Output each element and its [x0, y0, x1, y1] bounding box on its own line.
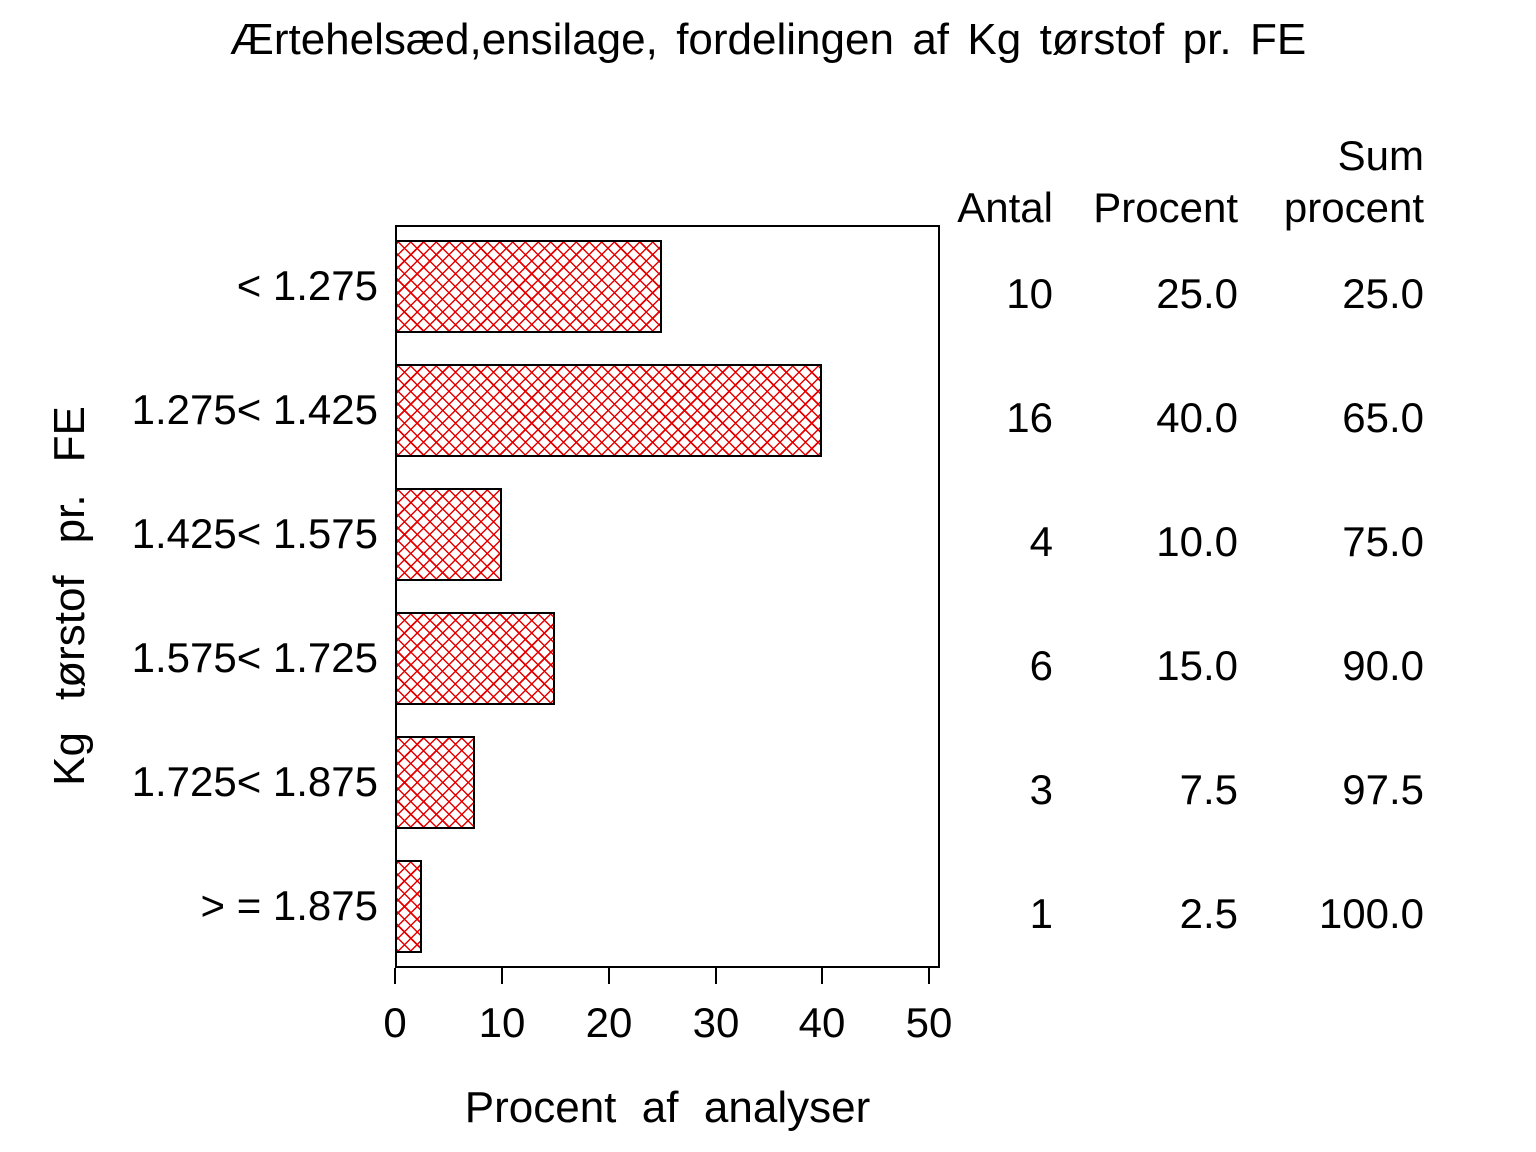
- y-category-label: 1.725< 1.875: [131, 758, 378, 805]
- y-category-label: 1.575< 1.725: [131, 634, 378, 681]
- x-axis-tick: [394, 968, 396, 984]
- bar: [395, 488, 502, 581]
- bar: [395, 364, 822, 457]
- chart-title: Ærtehelsæd,ensilage, fordelingen af Kg t…: [229, 15, 1307, 64]
- x-tick-label: 10: [478, 999, 526, 1046]
- table-cell: 25.0: [1156, 270, 1238, 317]
- x-axis-tick: [501, 968, 503, 984]
- table-cell: 1: [1029, 890, 1053, 937]
- table-cell: 75.0: [1342, 518, 1424, 565]
- table-cell: 10.0: [1156, 518, 1238, 565]
- x-axis-tick: [715, 968, 717, 984]
- x-tick-label: 40: [798, 999, 846, 1046]
- table-cell: 7.5: [1179, 766, 1238, 813]
- table-header-sum-line1: Sum: [1337, 132, 1424, 179]
- y-category-label: > = 1.875: [200, 882, 379, 929]
- table-cell: 97.5: [1342, 766, 1424, 813]
- table-cell: 3: [1029, 766, 1053, 813]
- x-axis-tick: [821, 968, 823, 984]
- x-tick-label: 20: [585, 999, 633, 1046]
- x-tick-label: 0: [383, 999, 407, 1046]
- table-cell: 6: [1029, 642, 1053, 689]
- table-cell: 25.0: [1342, 270, 1424, 317]
- y-category-label: 1.425< 1.575: [131, 510, 378, 557]
- table-cell: 2.5: [1179, 890, 1238, 937]
- bar: [395, 860, 422, 953]
- table-cell: 90.0: [1342, 642, 1424, 689]
- x-tick-label: 30: [692, 999, 740, 1046]
- table-header-antal: Antal: [957, 184, 1053, 231]
- table-cell: 15.0: [1156, 642, 1238, 689]
- table-cell: 4: [1029, 518, 1053, 565]
- y-category-label: 1.275< 1.425: [131, 386, 378, 433]
- x-axis-tick: [928, 968, 930, 984]
- y-category-label: < 1.275: [236, 262, 378, 309]
- y-axis-label: Kg tørstof pr. FE: [45, 406, 94, 786]
- table-cell: 40.0: [1156, 394, 1238, 441]
- table-cell: 10: [1006, 270, 1053, 317]
- table-cell: 100.0: [1318, 890, 1424, 937]
- x-tick-label: 50: [905, 999, 953, 1046]
- table-header-sum-line2: procent: [1283, 184, 1424, 231]
- table-cell: 16: [1006, 394, 1053, 441]
- table-cell: 65.0: [1342, 394, 1424, 441]
- bar: [395, 736, 475, 829]
- x-axis-tick: [608, 968, 610, 984]
- x-axis-label: Procent af analyser: [464, 1083, 871, 1132]
- plot-area: [395, 225, 940, 968]
- table-header-procent: Procent: [1093, 184, 1238, 231]
- bar: [395, 240, 662, 333]
- bar: [395, 612, 555, 705]
